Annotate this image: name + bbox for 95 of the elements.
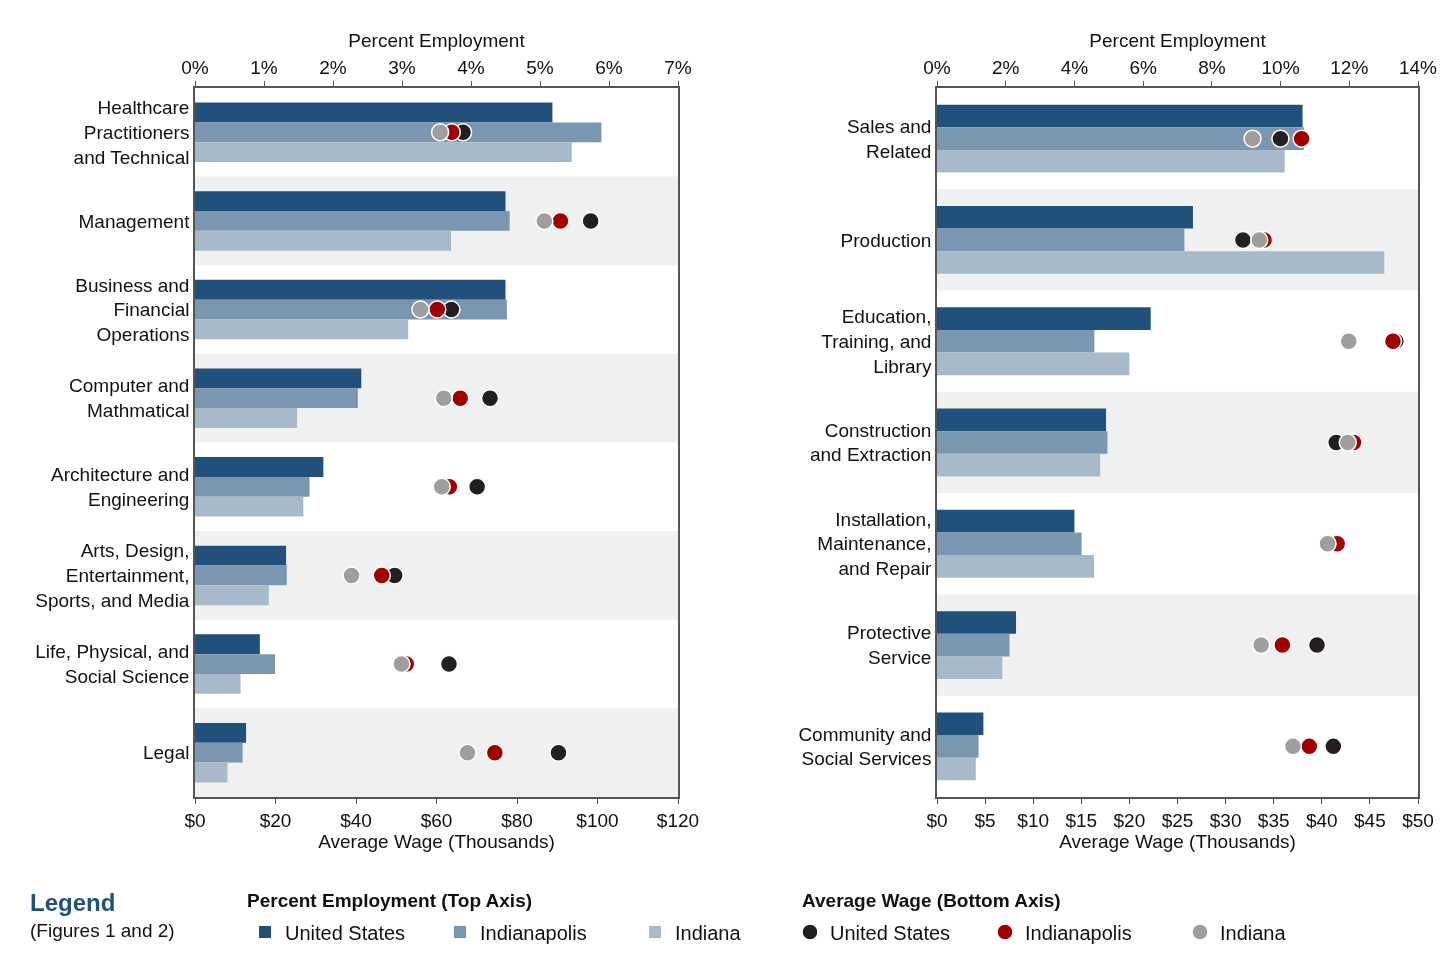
point [549, 743, 568, 762]
y-tick-label: Community and Social Services [798, 723, 932, 770]
y-tick-label: Protective Service [846, 622, 932, 669]
x-tick-label: $60 [420, 809, 453, 831]
text: Percent Employment (Top Axis) [247, 890, 533, 911]
point [432, 477, 451, 497]
text: Legend [30, 889, 116, 916]
x-tick-label: $10 [1017, 809, 1050, 831]
x2-tick-label: 4% [1060, 56, 1089, 78]
point [1338, 433, 1358, 452]
point [428, 300, 447, 319]
x-tick-label: $100 [576, 809, 619, 831]
point [1250, 230, 1269, 250]
point [1273, 635, 1292, 655]
x-tick-label: $5 [974, 809, 996, 831]
x2-tick-label: 5% [526, 56, 554, 78]
x-tick-label: $40 [1305, 809, 1338, 831]
x2-tick-label: 6% [1129, 56, 1157, 78]
point [1324, 737, 1343, 756]
y-tick-label: Legal [142, 742, 190, 764]
x2-tick-label: 7% [664, 56, 692, 78]
point [551, 211, 570, 231]
x-tick-label: $25 [1161, 809, 1194, 831]
point [392, 654, 411, 674]
legend-label: United States [830, 921, 951, 944]
point [372, 566, 392, 585]
point [1318, 534, 1337, 554]
point [1243, 129, 1262, 148]
x2-axis-title: Percent Employment [1089, 30, 1267, 51]
y-tick-label: Healthcare Practitioners and Technical [73, 97, 190, 168]
point [1300, 737, 1319, 756]
y-tick-label: Production [840, 229, 932, 251]
x2-tick-label: 8% [1198, 56, 1226, 78]
x2-tick-label: 0% [181, 56, 209, 78]
point [581, 211, 600, 231]
point [1271, 129, 1290, 148]
point [1292, 129, 1311, 148]
y-tick-label: Sales and Related [846, 115, 932, 162]
x2-tick-label: 6% [595, 56, 623, 78]
x-tick-label: $0 [184, 809, 206, 831]
point [535, 211, 554, 231]
x-tick-label: $120 [656, 809, 700, 831]
x2-tick-label: 1% [250, 56, 278, 78]
x2-tick-label: 3% [388, 56, 416, 78]
x-tick-label: $20 [1113, 809, 1146, 831]
x-tick-label: $20 [259, 809, 292, 831]
y-tick-label: Architecture and Engineering [51, 464, 190, 510]
point [458, 743, 477, 762]
x-tick-label: $80 [501, 809, 533, 831]
y-tick-label: Education, Training, and Library [821, 306, 932, 377]
x2-tick-label: 2% [319, 56, 347, 78]
x2-tick-label: 4% [457, 56, 485, 78]
point [342, 566, 361, 585]
point [485, 743, 505, 762]
x2-tick-label: 2% [991, 56, 1020, 78]
x2-tick-label: 0% [923, 56, 951, 78]
x-axis-title: Average Wage (Thousands) [1059, 830, 1296, 852]
y-tick-label: Arts, Design, Entertainment, Sports, and Media [35, 540, 190, 611]
legend-label: Indianapolis [480, 921, 587, 944]
point [467, 477, 487, 497]
y-tick-label: Life, Physical, and Social Science [35, 641, 190, 688]
point [411, 300, 430, 319]
text: Average Wage (Bottom Axis) [802, 890, 1061, 911]
x-tick-label: $0 [926, 809, 948, 831]
legend-label: Indiana [1220, 921, 1287, 944]
legend-label: Indiana [675, 921, 742, 944]
point [480, 388, 500, 408]
point [1307, 635, 1327, 655]
x-tick-label: $40 [340, 809, 372, 831]
point [439, 654, 459, 674]
x-tick-label: $15 [1065, 809, 1098, 831]
x2-tick-label: 14% [1398, 56, 1438, 78]
y-tick-label: Computer and Mathmatical [69, 375, 190, 422]
y-tick-label: Construction and Extraction [809, 419, 932, 466]
x2-tick-label: 12% [1330, 56, 1369, 78]
point [1251, 635, 1271, 655]
point [1339, 331, 1358, 351]
x-tick-label: $35 [1257, 809, 1290, 831]
text: (Figures 1 and 2) [30, 920, 175, 941]
point [1233, 230, 1253, 250]
legend-label: United States [285, 921, 406, 944]
x-tick-label: $30 [1209, 809, 1242, 831]
legend-label: Indianapolis [1025, 921, 1132, 944]
y-tick-label: Management [78, 210, 191, 232]
y-tick-label: Business and Financial Operations [75, 274, 190, 345]
y-tick-label: Installation, Maintenance, and Repair [817, 508, 933, 580]
point [430, 123, 450, 142]
x-tick-label: $50 [1402, 809, 1434, 831]
point [434, 388, 453, 408]
x2-tick-label: 10% [1261, 56, 1300, 78]
point [451, 388, 470, 408]
x-tick-label: $45 [1354, 809, 1386, 831]
x-axis-title: Average Wage (Thousands) [318, 830, 555, 852]
x2-axis-title: Percent Employment [348, 30, 526, 51]
point [1283, 737, 1303, 756]
